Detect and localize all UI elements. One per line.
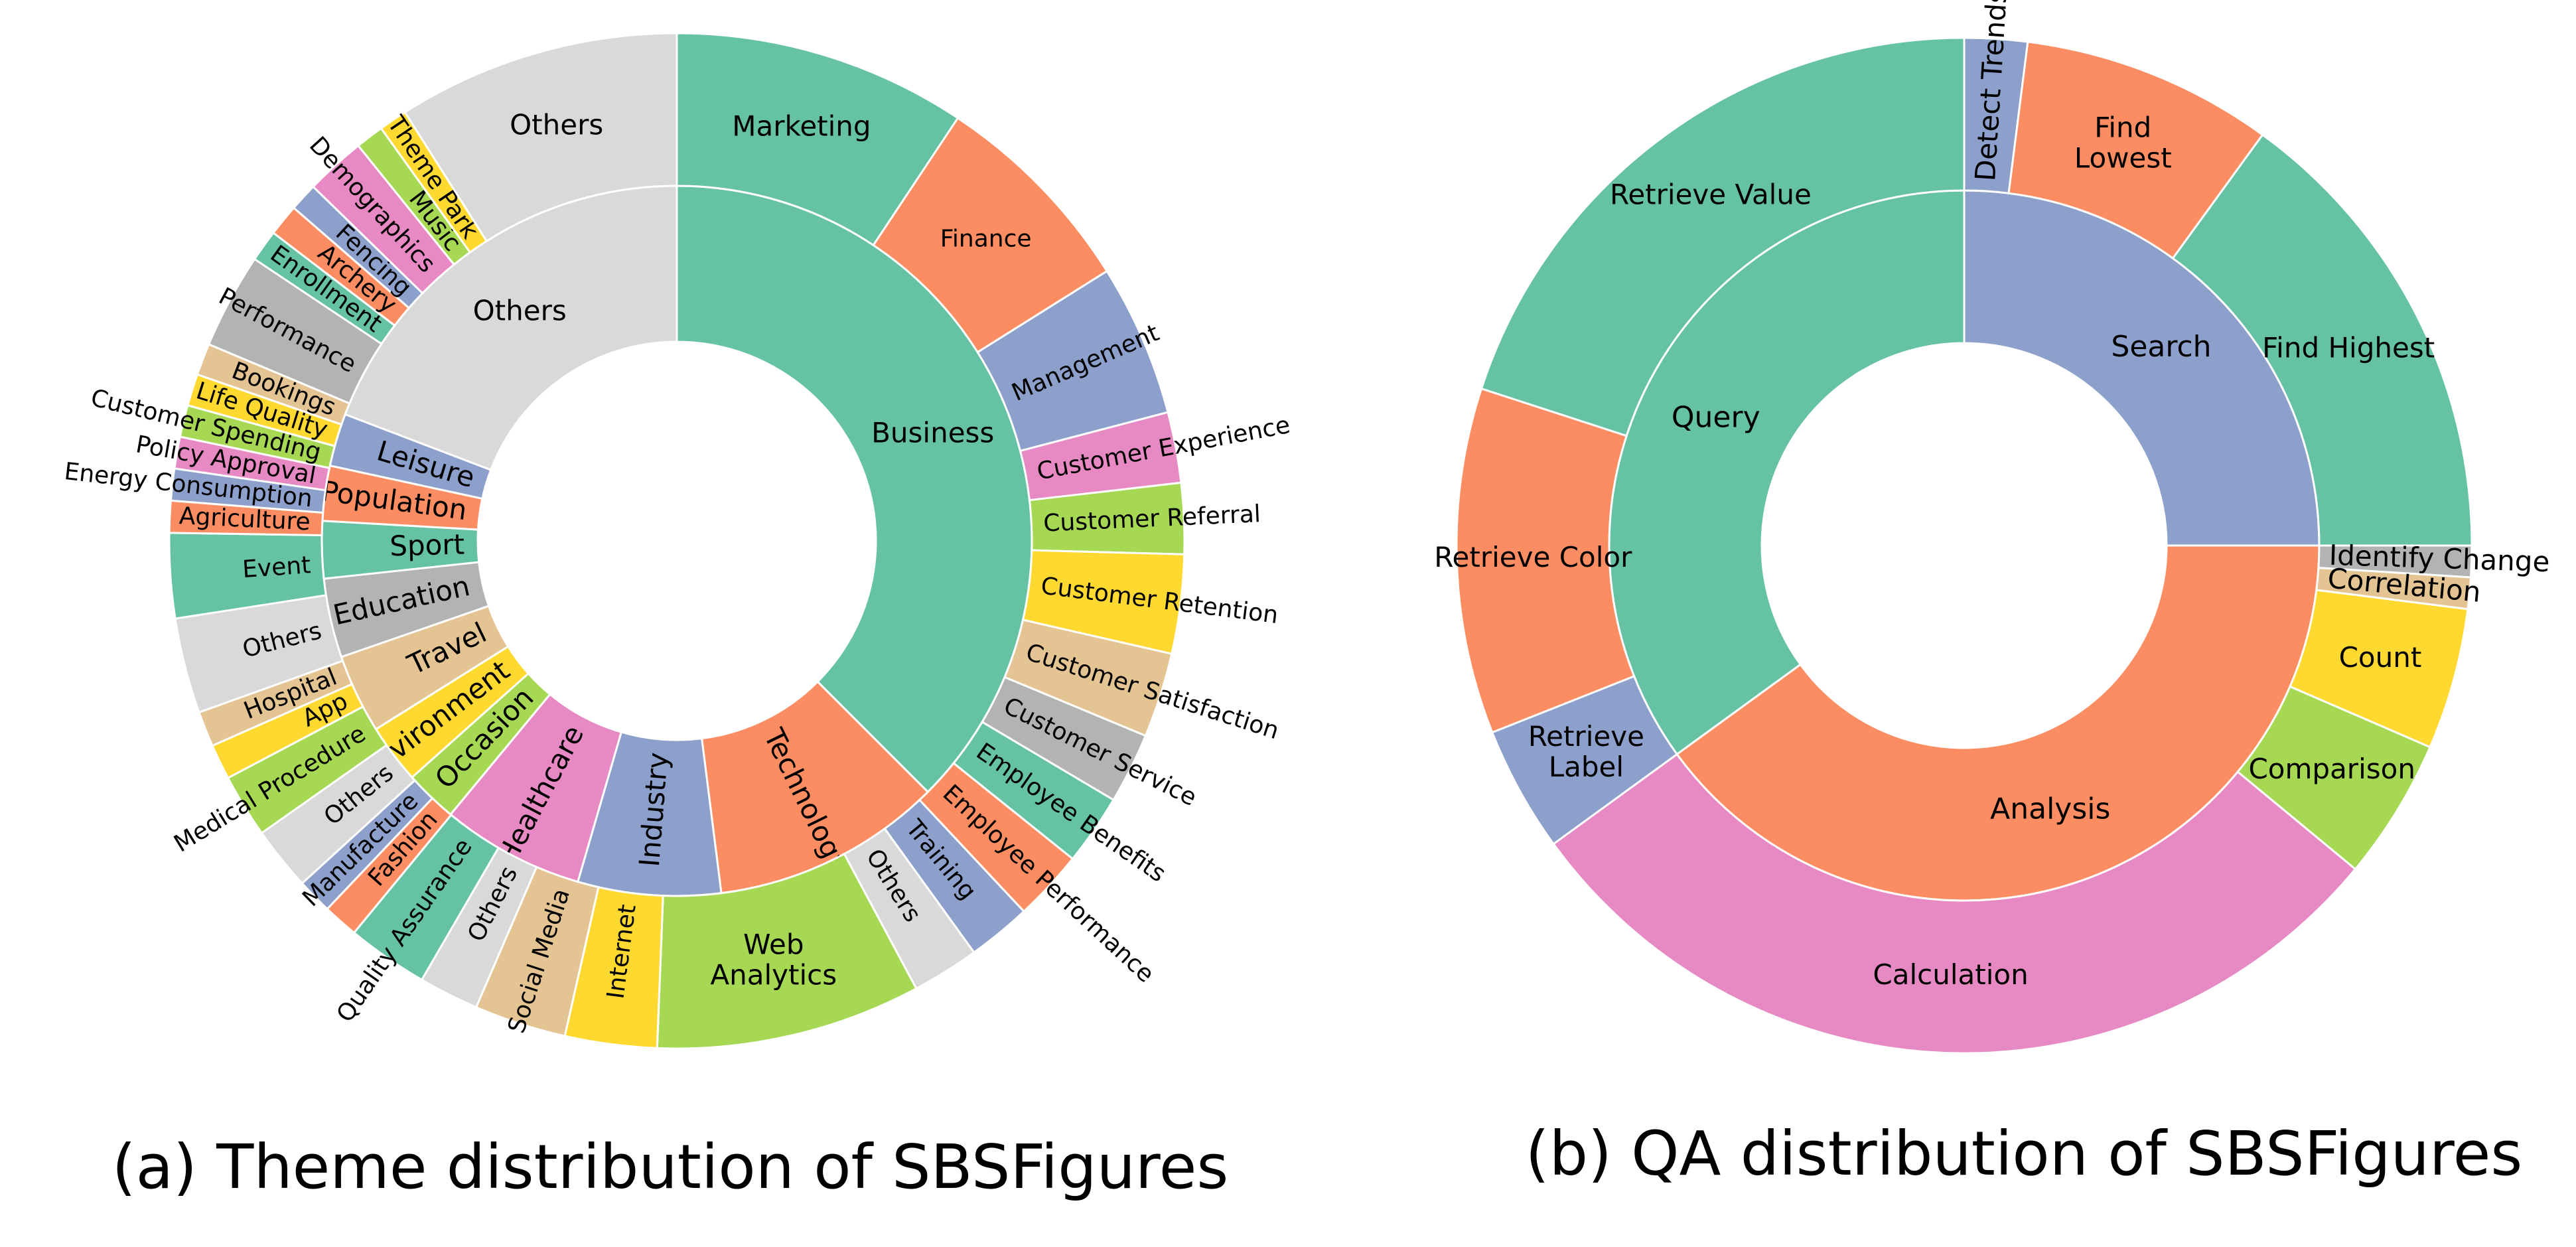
theme-outer-label-finance: Finance bbox=[940, 226, 1032, 253]
theme-outer-label-web-analytics: Web Analytics bbox=[710, 928, 837, 991]
theme-outer-label-others: Others bbox=[510, 108, 603, 141]
theme-outer-label-event: Event bbox=[242, 551, 312, 583]
qa-outer-label-retrieve-label: Retrieve Label bbox=[1528, 720, 1644, 783]
qa-outer-label-count: Count bbox=[2339, 641, 2422, 674]
caption-left: (a) Theme distribution of SBSFigures bbox=[112, 1132, 1229, 1203]
theme-outer-slice-others bbox=[403, 32, 678, 243]
theme-sunburst: BusinessTechnologyIndustryHealthcareOcca… bbox=[63, 32, 1292, 1050]
caption-right: (b) QA distribution of SBSFigures bbox=[1526, 1118, 2523, 1189]
qa-outer-label-find-lowest: Find Lowest bbox=[2074, 111, 2172, 174]
qa-inner-label-search: Search bbox=[2111, 330, 2211, 364]
theme-inner-label-sport: Sport bbox=[390, 528, 465, 563]
theme-outer-label-marketing: Marketing bbox=[732, 110, 871, 142]
qa-outer-slice-find-highest bbox=[2171, 133, 2473, 547]
qa-outer-slice-retrieve-value bbox=[1480, 37, 1966, 437]
theme-inner-label-others: Others bbox=[473, 295, 567, 327]
qa-inner-label-query: Query bbox=[1672, 400, 1760, 434]
qa-outer-label-retrieve-value: Retrieve Value bbox=[1610, 179, 1812, 211]
qa-outer-label-retrieve-color: Retrieve Color bbox=[1434, 541, 1632, 573]
qa-inner-label-analysis: Analysis bbox=[1990, 792, 2110, 826]
qa-outer-label-comparison: Comparison bbox=[2248, 753, 2415, 785]
theme-inner-label-business: Business bbox=[871, 417, 994, 449]
qa-outer-label-calculation: Calculation bbox=[1873, 958, 2028, 991]
qa-outer-slice-calculation bbox=[1552, 753, 2357, 1055]
qa-outer-label-find-highest: Find Highest bbox=[2262, 331, 2435, 364]
